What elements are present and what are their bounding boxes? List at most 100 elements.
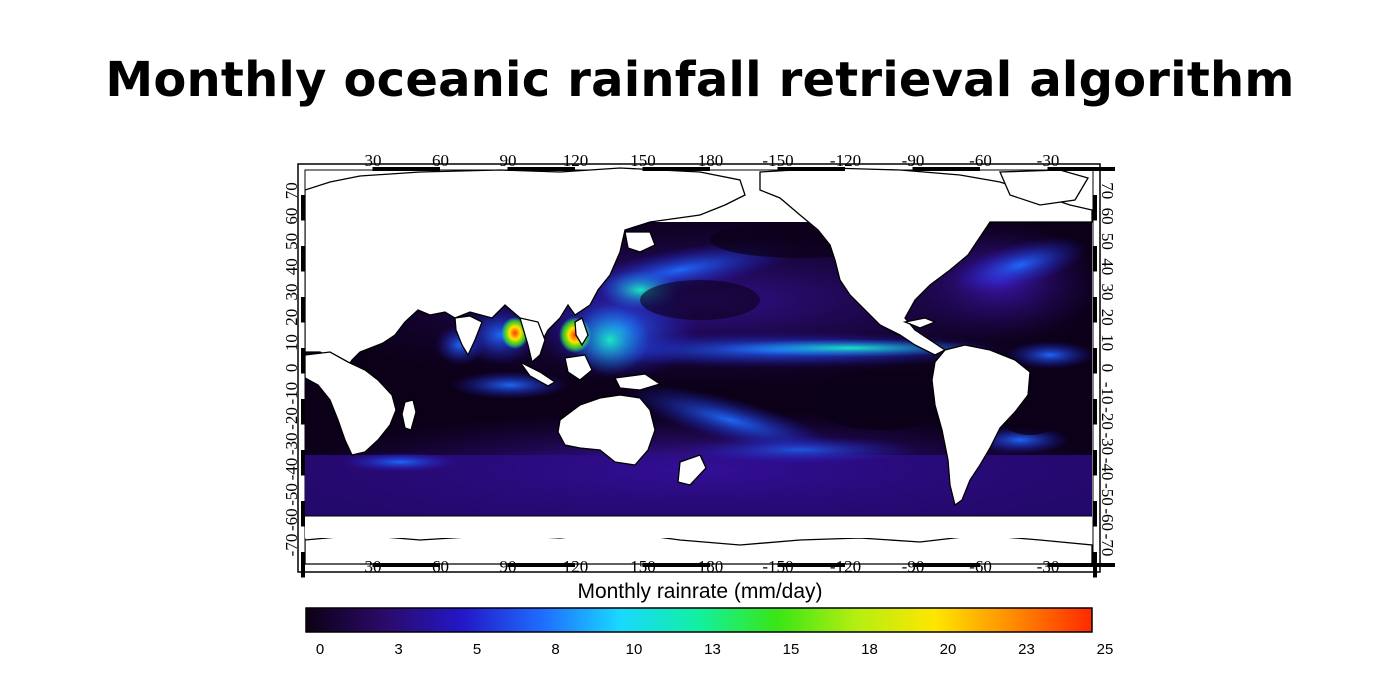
bottom-lon-label: -60	[969, 557, 992, 576]
left-lat-label: 50	[282, 233, 301, 250]
colorbar-ticks: 0 3 5 8 10 13 15 18 20 23 25	[316, 641, 1114, 658]
right-lat-label: 60	[1098, 208, 1117, 225]
bottom-longitude-labels: 30 60 90 120 150 180 -150 -120 -90 -60 -30	[365, 557, 1060, 576]
top-longitude-labels: 30 60 90 120 150 180 -150 -120 -90 -60 -30	[365, 151, 1060, 170]
left-lat-label: 60	[282, 208, 301, 225]
bottom-lon-label: 60	[432, 557, 449, 576]
japan	[624, 231, 656, 253]
right-lat-label: 30	[1098, 284, 1117, 301]
left-border-segment	[301, 552, 305, 578]
se-asia	[519, 317, 546, 364]
australia	[557, 394, 656, 466]
bottom-border-segment	[372, 563, 440, 567]
right-lat-label: -60	[1098, 508, 1117, 531]
south-america	[931, 344, 1031, 507]
top-border-segment	[372, 167, 440, 171]
left-lat-label: -30	[282, 432, 301, 455]
caribbean	[902, 317, 937, 329]
top-lon-label: 30	[365, 151, 382, 170]
top-lon-label: 90	[500, 151, 517, 170]
africa	[305, 351, 397, 456]
left-latitude-labels: -70 -60 -50 -40 -30 -20 -10 0 10 20 30 40 50 60 70	[282, 182, 301, 556]
eurasia-africa	[305, 167, 746, 372]
top-lon-label: 150	[630, 151, 656, 170]
right-border-segment	[1093, 399, 1097, 425]
right-lat-label: 40	[1098, 258, 1117, 275]
right-lat-label: 50	[1098, 233, 1117, 250]
left-border-segment	[301, 450, 305, 476]
top-border-segment	[912, 167, 980, 171]
right-latitude-labels: -70 -60 -50 -40 -30 -20 -10 0 10 20 30 40 50 60 70	[1098, 182, 1117, 556]
bottom-lon-label: -90	[902, 557, 925, 576]
page-title: Monthly oceanic rainfall retrieval algor…	[105, 52, 1295, 108]
india	[454, 315, 483, 357]
right-lat-label: -40	[1098, 458, 1117, 481]
right-lat-label: 0	[1098, 364, 1117, 373]
top-border-segment	[642, 167, 710, 171]
left-lat-label: 0	[282, 364, 301, 373]
top-lon-label: -60	[969, 151, 992, 170]
colorbar-tick-label: 20	[940, 641, 957, 658]
colorbar-tick-label: 3	[394, 641, 402, 658]
colorbar-tick-label: 15	[783, 641, 800, 658]
colorbar-tick-label: 8	[551, 641, 559, 658]
top-lon-label: 60	[432, 151, 449, 170]
top-border-segment	[507, 167, 575, 171]
colorbar-tick-label: 5	[473, 641, 481, 658]
right-lat-label: 20	[1098, 309, 1117, 326]
borneo	[564, 354, 593, 381]
right-border-segment	[1093, 246, 1097, 272]
top-lon-label: -30	[1037, 151, 1060, 170]
colorbar-tick-label: 25	[1097, 641, 1114, 658]
top-lon-label: -150	[762, 151, 793, 170]
colorbar-tick-label: 13	[704, 641, 721, 658]
left-lat-label: -40	[282, 458, 301, 481]
right-lat-label: -70	[1098, 534, 1117, 557]
left-border-segment	[301, 501, 305, 527]
colorbar-tick-label: 18	[861, 641, 878, 658]
border-ticks	[301, 167, 1115, 578]
bottom-lon-label: 180	[698, 557, 724, 576]
left-lat-label: -70	[282, 534, 301, 557]
left-border-segment	[301, 195, 305, 221]
right-border-segment	[1093, 195, 1097, 221]
philippines	[574, 317, 589, 347]
right-border-segment	[1093, 552, 1097, 578]
right-lat-label: 10	[1098, 334, 1117, 351]
left-lat-label: 40	[282, 258, 301, 275]
left-lat-label: 70	[282, 182, 301, 199]
colorbar-tick-label: 0	[316, 641, 324, 658]
bottom-lon-label: -150	[762, 557, 793, 576]
sumatra	[519, 361, 557, 387]
bottom-border-segment	[642, 563, 710, 567]
left-border-segment	[301, 348, 305, 374]
right-lat-label: 70	[1098, 182, 1117, 199]
left-border-segment	[301, 399, 305, 425]
bottom-lon-label: -30	[1037, 557, 1060, 576]
left-lat-label: 30	[282, 284, 301, 301]
south-polar-mask	[305, 516, 1092, 538]
colorbar-tick-label: 23	[1018, 641, 1035, 658]
top-border-segment	[777, 167, 845, 171]
bottom-lon-label: 150	[630, 557, 656, 576]
left-lat-label: -60	[282, 508, 301, 531]
top-lon-label: -90	[902, 151, 925, 170]
bottom-border-segment	[507, 563, 575, 567]
left-lat-label: -20	[282, 407, 301, 430]
right-lat-label: -20	[1098, 407, 1117, 430]
right-border-segment	[1093, 501, 1097, 527]
colorbar	[305, 607, 1093, 633]
left-lat-label: 10	[282, 334, 301, 351]
right-lat-label: -10	[1098, 382, 1117, 405]
colorbar-title: Monthly rainrate (mm/day)	[577, 580, 823, 603]
left-lat-label: -10	[282, 382, 301, 405]
left-border-segment	[301, 297, 305, 323]
bottom-lon-label: 90	[500, 557, 517, 576]
new-guinea	[614, 373, 662, 391]
bottom-lon-label: 120	[563, 557, 589, 576]
top-border-segment	[1047, 167, 1115, 171]
bottom-border-segment	[1047, 563, 1115, 567]
colorbar-tick-label: 10	[626, 641, 643, 658]
madagascar	[401, 399, 417, 431]
